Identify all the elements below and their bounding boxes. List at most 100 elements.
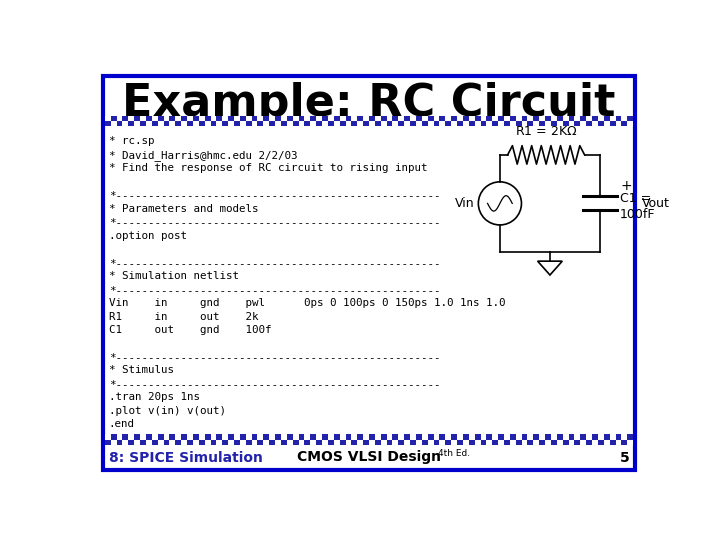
Bar [351, 116, 357, 121]
Bar [275, 121, 281, 126]
Bar [504, 116, 510, 121]
Bar [428, 121, 433, 126]
Bar [598, 434, 604, 440]
Bar [340, 434, 346, 440]
Bar [246, 434, 251, 440]
Bar [228, 121, 234, 126]
Bar [610, 434, 616, 440]
Bar [322, 440, 328, 445]
Bar [404, 121, 410, 126]
Bar [117, 116, 122, 121]
Text: * rc.sp: * rc.sp [109, 137, 154, 146]
Bar [586, 434, 592, 440]
Bar [193, 440, 199, 445]
Bar [117, 434, 122, 440]
Bar [105, 434, 111, 440]
Bar [258, 434, 264, 440]
Bar [563, 116, 569, 121]
Bar [363, 116, 369, 121]
Bar [269, 434, 275, 440]
Bar [616, 440, 621, 445]
Bar [381, 121, 387, 126]
Bar [580, 440, 586, 445]
Text: Vin    in     gnd    pwl      0ps 0 100ps 0 150ps 1.0 1ns 1.0: Vin in gnd pwl 0ps 0 100ps 0 150ps 1.0 1… [109, 298, 505, 308]
Bar [357, 121, 363, 126]
Text: *--------------------------------------------------: *---------------------------------------… [109, 379, 440, 389]
Bar [492, 116, 498, 121]
Bar [569, 440, 575, 445]
Bar [310, 440, 316, 445]
Text: 8: SPICE Simulation: 8: SPICE Simulation [109, 450, 263, 464]
Bar [146, 121, 152, 126]
Text: 5: 5 [619, 450, 629, 464]
Bar [210, 434, 217, 440]
Bar [128, 434, 134, 440]
Bar [534, 440, 539, 445]
Bar [293, 434, 299, 440]
Text: -: - [620, 212, 625, 226]
Bar [387, 116, 392, 121]
Text: * Simulation netlist: * Simulation netlist [109, 271, 239, 281]
Text: * Parameters and models: * Parameters and models [109, 204, 258, 214]
Bar [404, 440, 410, 445]
Bar [528, 116, 534, 121]
Bar [392, 121, 398, 126]
Bar [351, 434, 357, 440]
Bar [521, 121, 528, 126]
Text: *--------------------------------------------------: *---------------------------------------… [109, 285, 440, 295]
Bar [598, 116, 604, 121]
Bar [357, 440, 363, 445]
Bar [557, 440, 563, 445]
Bar [392, 440, 398, 445]
Bar [604, 121, 610, 126]
Bar [621, 434, 627, 440]
Bar [140, 116, 146, 121]
Bar [504, 434, 510, 440]
Bar [616, 121, 621, 126]
Text: C1     out    gnd    100f: C1 out gnd 100f [109, 325, 271, 335]
Bar [433, 434, 439, 440]
Bar [510, 121, 516, 126]
Bar [264, 440, 269, 445]
Bar [445, 116, 451, 121]
Bar [510, 440, 516, 445]
Bar [111, 121, 117, 126]
Bar [328, 434, 334, 440]
Bar [463, 440, 469, 445]
Bar [222, 434, 228, 440]
Bar [134, 121, 140, 126]
Bar [551, 434, 557, 440]
Bar [422, 116, 428, 121]
Bar [433, 116, 439, 121]
Bar [122, 121, 128, 126]
Text: C1 =: C1 = [620, 192, 652, 205]
Bar [169, 121, 175, 126]
Bar [557, 121, 563, 126]
Bar [563, 434, 569, 440]
Text: *--------------------------------------------------: *---------------------------------------… [109, 217, 440, 227]
Bar [539, 116, 545, 121]
Bar [463, 121, 469, 126]
Bar [410, 434, 416, 440]
Bar [369, 440, 375, 445]
Bar [105, 116, 111, 121]
Text: Vin: Vin [455, 197, 474, 210]
Bar [251, 440, 258, 445]
Bar [287, 121, 293, 126]
Bar [575, 116, 580, 121]
Bar [621, 116, 627, 121]
Bar [310, 121, 316, 126]
Polygon shape [538, 261, 562, 275]
Bar [193, 121, 199, 126]
Text: 100fF: 100fF [620, 208, 655, 221]
Bar [210, 116, 217, 121]
Bar [592, 121, 598, 126]
Bar [586, 116, 592, 121]
Bar [287, 440, 293, 445]
Bar [217, 121, 222, 126]
Text: CMOS VLSI Design: CMOS VLSI Design [297, 450, 441, 464]
Bar [105, 116, 633, 126]
Bar [111, 440, 117, 445]
Bar [521, 440, 528, 445]
Bar [369, 121, 375, 126]
